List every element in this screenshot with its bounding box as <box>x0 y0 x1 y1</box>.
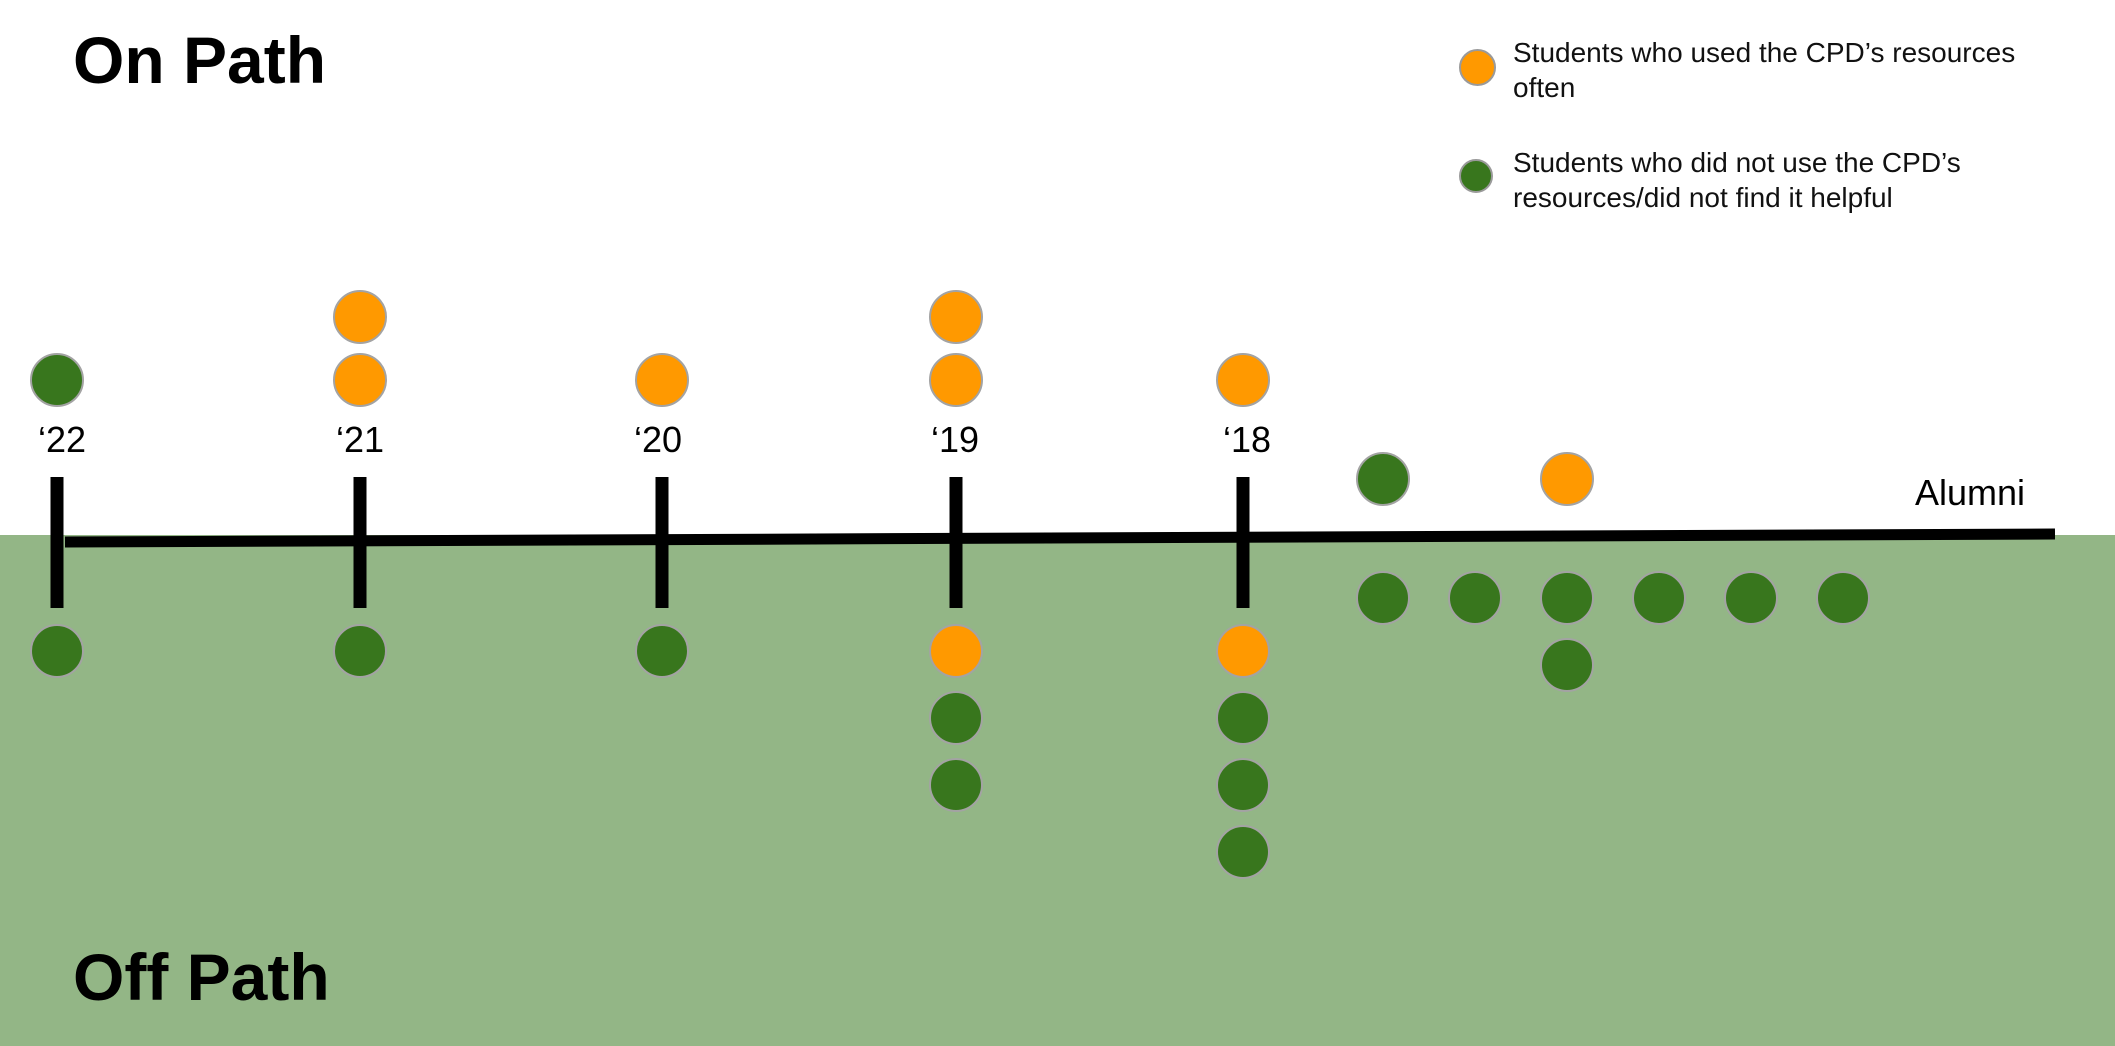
on-path-title: On Path <box>73 23 327 97</box>
used-dot <box>333 290 387 344</box>
alumni-label: Alumni <box>1915 472 2025 513</box>
not-used-dot <box>1632 571 1686 625</box>
legend-label-used: Students who used the CPD’s resources of… <box>1513 37 2016 103</box>
used-dot <box>1216 353 1270 407</box>
used-dot <box>333 353 387 407</box>
not-used-dot <box>1540 571 1594 625</box>
year-label-22: ‘22 <box>38 419 86 460</box>
not-used-dot <box>929 691 983 745</box>
not-used-dot <box>1356 571 1410 625</box>
used-dot <box>929 624 983 678</box>
used-dot <box>635 353 689 407</box>
not-used-dot <box>1216 758 1270 812</box>
timeline-axis <box>64 528 2056 548</box>
not-used-dot <box>929 758 983 812</box>
green-dot-icon <box>1459 159 1493 193</box>
used-dot <box>929 290 983 344</box>
off-path-title: Off Path <box>73 940 330 1014</box>
legend-label-not-used: Students who did not use the CPD’s resou… <box>1513 147 1961 213</box>
used-dot <box>1540 452 1594 506</box>
student-dots <box>30 290 1870 879</box>
year-label-18: ‘18 <box>1223 419 1271 460</box>
not-used-dot <box>1216 825 1270 879</box>
not-used-dot <box>30 624 84 678</box>
year-label-21: ‘21 <box>336 419 384 460</box>
used-dot <box>1216 624 1270 678</box>
not-used-dot <box>1816 571 1870 625</box>
not-used-dot <box>333 624 387 678</box>
year-labels: ‘22 ‘21 ‘20 ‘19 ‘18 Alumni <box>38 419 2025 513</box>
not-used-dot <box>1724 571 1778 625</box>
tick-marks <box>50 477 1250 608</box>
not-used-dot <box>1216 691 1270 745</box>
not-used-dot <box>30 353 84 407</box>
not-used-dot <box>1448 571 1502 625</box>
orange-dot-icon <box>1459 49 1496 86</box>
year-label-19: ‘19 <box>931 419 979 460</box>
year-label-20: ‘20 <box>634 419 682 460</box>
not-used-dot <box>1540 638 1594 692</box>
not-used-dot <box>1356 452 1410 506</box>
used-dot <box>929 353 983 407</box>
not-used-dot <box>635 624 689 678</box>
